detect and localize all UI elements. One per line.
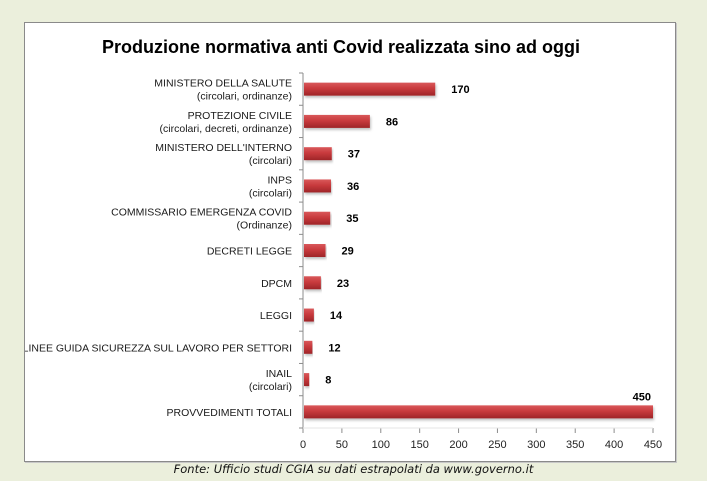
category-label: DPCM xyxy=(261,278,292,290)
data-label: 450 xyxy=(633,391,651,403)
bar xyxy=(304,244,326,257)
category-label: MINISTERO DELL'INTERNO xyxy=(155,142,292,154)
x-tick-label: 450 xyxy=(644,439,662,451)
x-tick-label: 350 xyxy=(566,439,584,451)
data-label: 36 xyxy=(347,181,359,193)
data-label: 37 xyxy=(348,149,360,161)
category-label: INPS xyxy=(267,174,292,186)
category-label: (circolari) xyxy=(249,155,292,167)
x-tick-label: 250 xyxy=(488,439,506,451)
data-label: 86 xyxy=(386,116,398,128)
category-label: LEGGI xyxy=(260,310,292,322)
category-label: (circolari) xyxy=(249,381,292,393)
category-label: PROVVEDIMENTI TOTALI xyxy=(167,407,292,419)
bar xyxy=(304,308,314,322)
chart-title: Produzione normativa anti Covid realizza… xyxy=(102,37,580,57)
bar xyxy=(304,179,331,193)
bar xyxy=(304,276,321,290)
category-label: (circolari, decreti, ordinanze) xyxy=(160,123,292,135)
chart-frame: Produzione normativa anti Covid realizza… xyxy=(24,22,676,462)
category-label: LINEE GUIDA SICUREZZA SUL LAVORO PER SET… xyxy=(25,342,292,354)
data-label: 23 xyxy=(337,278,349,290)
bar xyxy=(304,373,310,387)
category-label: COMMISSARIO EMERGENZA COVID xyxy=(111,207,292,219)
category-label: PROTEZIONE CIVILE xyxy=(188,110,292,122)
category-label: DECRETI LEGGE xyxy=(207,246,292,258)
category-label: (circolari, ordinanze) xyxy=(197,91,292,103)
data-label: 35 xyxy=(346,213,358,225)
bar xyxy=(304,82,436,96)
x-tick-label: 0 xyxy=(300,439,306,451)
bar xyxy=(304,405,653,419)
x-tick-label: 400 xyxy=(605,439,623,451)
bar xyxy=(304,211,331,225)
bar xyxy=(304,114,370,128)
x-tick-label: 50 xyxy=(336,439,348,451)
data-label: 12 xyxy=(328,342,340,354)
data-label: 170 xyxy=(451,84,469,96)
data-label: 29 xyxy=(342,246,354,258)
bar xyxy=(304,340,313,354)
x-tick-label: 200 xyxy=(449,439,467,451)
bar-chart: Produzione normativa anti Covid realizza… xyxy=(25,37,662,451)
category-label: MINISTERO DELLA SALUTE xyxy=(154,78,292,90)
source-note: Fonte: Ufficio studi CGIA su dati estrap… xyxy=(173,462,534,476)
bar xyxy=(304,147,332,161)
x-tick-label: 300 xyxy=(527,439,545,451)
data-label: 14 xyxy=(330,310,343,322)
x-tick-label: 150 xyxy=(410,439,428,451)
category-label: (circolari) xyxy=(249,187,292,199)
data-label: 8 xyxy=(325,375,331,387)
category-label: (Ordinanze) xyxy=(237,220,292,232)
category-label: INAIL xyxy=(266,368,292,380)
x-tick-label: 100 xyxy=(372,439,390,451)
